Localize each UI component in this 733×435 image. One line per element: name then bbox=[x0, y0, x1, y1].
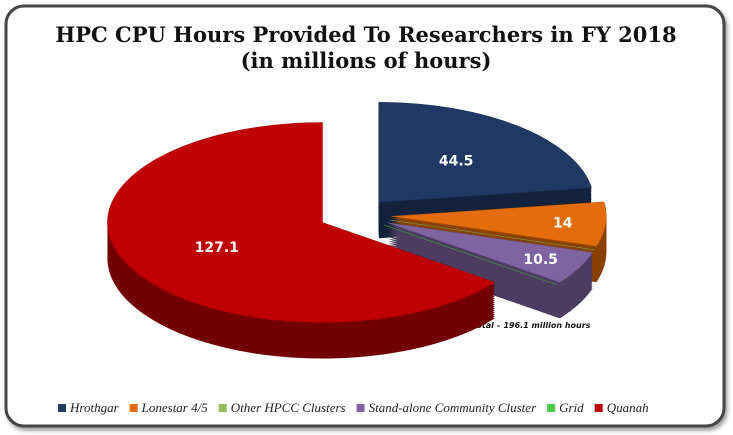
pie-slice bbox=[391, 201, 607, 247]
legend-label: Hrothgar bbox=[69, 400, 120, 415]
legend: Hrothgar Lonestar 4/5 Other HPCC Clusters S… bbox=[58, 400, 649, 415]
chart-title: HPC CPU Hours Provided To Researchers in… bbox=[55, 22, 676, 47]
legend-swatch bbox=[547, 404, 556, 412]
legend-label: Quanah bbox=[607, 400, 649, 415]
value-label: 127.1 bbox=[195, 240, 239, 256]
legend-swatch bbox=[129, 404, 138, 412]
legend-label: Other HPCC Clusters bbox=[231, 400, 346, 415]
pie-slice bbox=[107, 122, 496, 323]
pie-slice bbox=[387, 222, 594, 283]
legend-swatch bbox=[218, 404, 227, 412]
value-label: 14 bbox=[553, 216, 573, 232]
legend-label: Stand-alone Community Cluster bbox=[369, 400, 537, 415]
chart-subtitle: (in millions of hours) bbox=[241, 48, 492, 73]
legend-label: Grid bbox=[559, 400, 584, 415]
annotation: Total – 196.1 million hours bbox=[472, 321, 591, 330]
value-label: 44.5 bbox=[439, 154, 474, 170]
legend-swatch bbox=[356, 404, 365, 412]
pie-slice bbox=[378, 102, 592, 203]
legend-swatch bbox=[594, 404, 603, 412]
value-label: 10.5 bbox=[523, 252, 558, 268]
legend-swatch bbox=[58, 404, 66, 412]
legend-label: Lonestar 4/5 bbox=[141, 400, 209, 415]
